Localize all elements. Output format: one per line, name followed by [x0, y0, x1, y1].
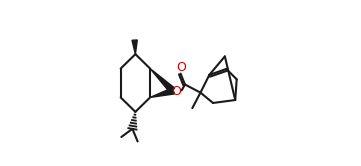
Text: O: O [171, 85, 181, 98]
Polygon shape [150, 88, 174, 97]
Polygon shape [150, 69, 175, 93]
Polygon shape [132, 40, 137, 54]
Text: O: O [176, 61, 186, 74]
